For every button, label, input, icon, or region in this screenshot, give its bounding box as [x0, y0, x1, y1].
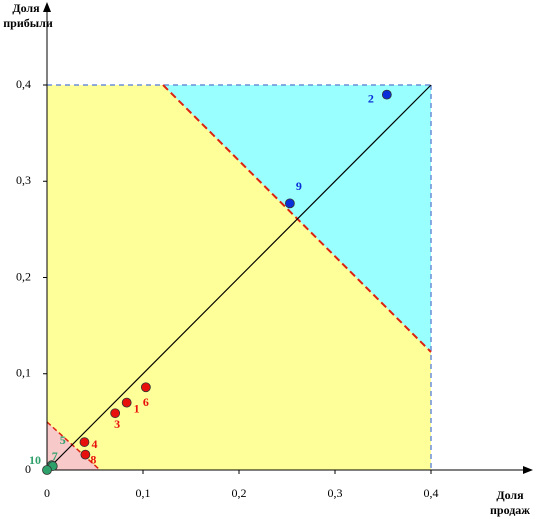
boundary — [46, 421, 101, 471]
point — [121, 397, 132, 408]
point — [80, 449, 91, 460]
y-tick-label: 0,1 — [16, 366, 31, 380]
y-tick-label: 0,4 — [16, 77, 31, 91]
point-label: 10 — [29, 453, 41, 467]
point — [42, 465, 52, 475]
point-label: 3 — [114, 417, 120, 431]
point — [140, 382, 151, 393]
x-tick-label: 0,2 — [232, 486, 247, 500]
y-tick-label: 0,3 — [16, 173, 31, 187]
point-label: 7 — [52, 449, 58, 463]
point-label: 8 — [90, 452, 96, 466]
arrow — [43, 2, 51, 12]
diagonal — [46, 84, 432, 471]
y-tick-label: 0 — [25, 462, 31, 476]
point-label: 4 — [91, 437, 97, 451]
point-label: 9 — [296, 179, 302, 193]
point-label: 5 — [60, 433, 66, 447]
point-label: 6 — [143, 395, 149, 409]
y-axis-label: прибыли — [3, 16, 53, 30]
x-tick-label: 0,3 — [328, 486, 343, 500]
y-axis-label: Доля — [12, 1, 40, 15]
point-label: 1 — [134, 401, 140, 415]
point — [79, 437, 90, 447]
x-tick-label: 0 — [44, 486, 50, 500]
x-tick-label: 0,1 — [136, 486, 151, 500]
x-tick-label: 0,4 — [424, 486, 439, 500]
point — [381, 89, 392, 100]
x-axis-label: продаж — [490, 503, 530, 517]
point — [110, 408, 121, 419]
point-label: 2 — [368, 91, 374, 105]
point — [284, 198, 295, 209]
arrow — [523, 466, 533, 474]
x-axis-label: Доля — [496, 488, 524, 502]
y-tick-label: 0,2 — [16, 269, 31, 283]
